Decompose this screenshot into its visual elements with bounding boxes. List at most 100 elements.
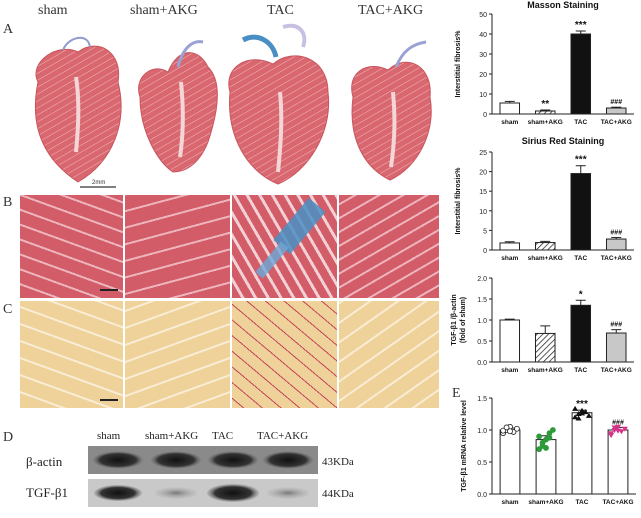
bar-sham xyxy=(499,319,521,363)
y-tick-label: 2.0 xyxy=(477,276,487,283)
data-point xyxy=(621,426,628,432)
x-tick-label-tac: TAC xyxy=(574,255,587,262)
y-tick-label: 0.5 xyxy=(477,460,487,467)
y-tick-label: 1.5 xyxy=(477,297,487,304)
data-point xyxy=(579,410,585,416)
bar-tac xyxy=(570,304,592,363)
blot-size-tgf-beta1: 44KDa xyxy=(322,488,354,500)
column-label-tac-akg: TAC+AKG xyxy=(358,3,424,18)
significance-label: *** xyxy=(576,399,588,410)
y-tick-label: 10 xyxy=(479,209,487,216)
blot-lane-tac-akg: TAC+AKG xyxy=(257,430,309,442)
band-beta-actin-tac-akg xyxy=(262,451,314,469)
y-axis-label: (fold of sham) xyxy=(460,297,467,343)
x-tick-label-sham: sham xyxy=(501,119,518,126)
y-tick-label: 40 xyxy=(479,32,487,39)
significance-label: ### xyxy=(610,322,622,329)
y-tick-label: 1.5 xyxy=(477,396,487,403)
data-point xyxy=(585,412,592,418)
x-tick-label-sham: sham xyxy=(501,367,518,374)
panel-letter-b: B xyxy=(3,195,13,210)
significance-label: *** xyxy=(575,155,587,166)
panel-letter-a: A xyxy=(3,22,14,37)
y-axis-label: Interstitial fibrosis% xyxy=(455,30,462,98)
western-blot xyxy=(88,446,318,507)
x-tick-label-tac-akg: TAC+AKG xyxy=(601,119,632,126)
masson-scale-bar xyxy=(100,289,118,291)
significance-label: ** xyxy=(541,99,549,110)
bar-tac-akg xyxy=(605,332,627,363)
y-tick-label: 0.5 xyxy=(477,339,487,346)
y-axis-label: TGF-β1 mRNA relative level xyxy=(461,400,468,492)
data-point xyxy=(618,429,625,435)
x-tick-label-sham: sham xyxy=(502,499,519,506)
significance-label: * xyxy=(579,289,583,300)
panel-letter-c: C xyxy=(3,302,13,317)
data-point xyxy=(500,427,506,434)
data-point xyxy=(536,433,542,440)
column-label-tac: TAC xyxy=(267,3,294,18)
tgf-mrna-chart: 0.0 0.5 1.0 1.5 TGF-β1 mRNA relative level sh… xyxy=(461,396,636,506)
bar-sham xyxy=(499,429,521,495)
panel-letter-d: D xyxy=(3,430,14,445)
masson-tile-sham-akg xyxy=(125,195,230,298)
significance-label: ### xyxy=(612,419,624,426)
data-point xyxy=(582,409,589,415)
blot-lane-sham: sham xyxy=(97,430,121,442)
bar-sham-akg xyxy=(534,332,556,363)
significance-label: *** xyxy=(575,20,587,31)
y-tick-label: 1.0 xyxy=(477,318,487,325)
bar-sham-akg xyxy=(534,110,556,115)
y-tick-label: 0.0 xyxy=(477,492,487,499)
bar-sham-akg xyxy=(534,242,556,251)
x-tick-label-tac-akg: TAC+AKG xyxy=(601,255,632,262)
data-point xyxy=(611,425,618,431)
band-tgf-tac-akg xyxy=(266,487,310,499)
data-point xyxy=(615,428,621,434)
y-tick-label: 20 xyxy=(479,72,487,79)
bar-sham xyxy=(499,102,521,115)
x-tick-label-sham-akg: sham+AKG xyxy=(528,119,563,126)
data-point xyxy=(503,424,510,431)
data-point xyxy=(543,445,549,451)
tgf-protein-chart: 0.0 0.5 1.0 1.5 2.0 TGF-β1 /β-actin (fold of s… xyxy=(451,276,634,374)
band-beta-actin-tac xyxy=(207,451,259,469)
sirius-scale-bar xyxy=(100,399,118,401)
significance-label: ### xyxy=(610,99,622,106)
x-tick-label-sham-akg: sham+AKG xyxy=(528,255,563,262)
data-point xyxy=(608,433,615,439)
y-tick-label: 0 xyxy=(483,112,487,119)
x-tick-label-tac: TAC xyxy=(574,119,587,126)
data-point xyxy=(579,407,585,413)
data-point xyxy=(507,428,513,435)
y-tick-label: 25 xyxy=(479,150,487,157)
blot-row-label-beta-actin: β-actin xyxy=(26,454,63,469)
column-label-sham-akg: sham+AKG xyxy=(130,3,198,18)
bar-tac-akg xyxy=(605,107,627,115)
y-tick-label: 0 xyxy=(483,248,487,255)
masson-tile-tac xyxy=(232,195,337,298)
y-tick-label: 15 xyxy=(479,189,487,196)
bar-tac xyxy=(571,412,593,495)
sirius-tile-sham-akg xyxy=(125,301,230,408)
y-axis-label: TGF-β1 /β-actin xyxy=(451,294,458,345)
band-beta-actin-sham-akg xyxy=(150,451,202,469)
data-point xyxy=(536,446,542,453)
y-tick-label: 0.0 xyxy=(477,360,487,367)
data-point xyxy=(514,425,520,432)
blot-lane-tac: TAC xyxy=(212,430,234,442)
sirius-tile-sham xyxy=(20,301,123,408)
data-point xyxy=(575,415,582,421)
data-point xyxy=(572,405,579,411)
x-tick-label-sham-akg: sham+AKG xyxy=(528,367,563,374)
y-tick-label: 30 xyxy=(479,52,487,59)
y-axis-label: Interstitial fibrosis% xyxy=(455,167,462,235)
panel-letter-e: E xyxy=(452,386,461,401)
masson-tile-tac-akg xyxy=(339,195,439,298)
bar-sham xyxy=(499,242,521,251)
heart-sections xyxy=(34,23,432,188)
heart-tac-akg xyxy=(351,40,432,181)
x-tick-label-tac: TAC xyxy=(576,499,589,506)
heart-tac xyxy=(228,23,330,185)
blot-row-label-tgf-beta1: TGF-β1 xyxy=(26,485,69,500)
